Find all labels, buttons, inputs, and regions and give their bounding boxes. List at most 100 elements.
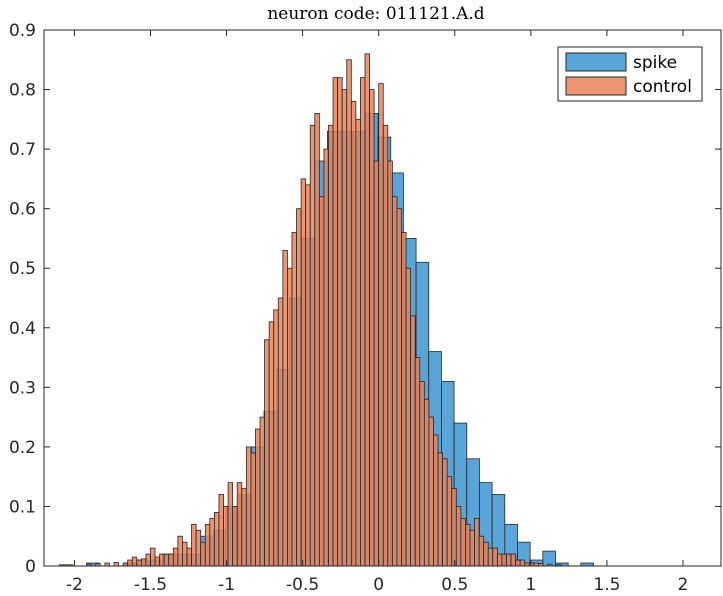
y-tick-label: 0 <box>25 557 36 577</box>
histogram-bar-control <box>273 309 279 567</box>
histogram-bar-control <box>268 321 275 567</box>
histogram-bar-control <box>168 553 174 567</box>
histogram-bar-control <box>163 553 170 567</box>
histogram-bar-control <box>296 208 302 567</box>
histogram-bar-control <box>428 416 434 567</box>
y-tick-label: 0.3 <box>9 378 36 398</box>
histogram-bar-control <box>332 77 339 567</box>
histogram-bar-control <box>346 59 352 567</box>
x-tick-label: -0.5 <box>286 575 319 595</box>
axes-box <box>43 29 722 567</box>
histogram-bar-spike <box>542 550 556 567</box>
histogram-bar-control <box>328 124 334 567</box>
y-tick-label: 0.7 <box>9 140 36 160</box>
histogram-bar-control <box>291 232 297 567</box>
histogram-bar-control <box>136 559 142 567</box>
y-tick-label: 0.9 <box>9 21 36 41</box>
histogram-bar-control <box>474 517 480 567</box>
y-tick-label: 0.2 <box>9 438 36 458</box>
histogram-bar-control <box>496 553 503 567</box>
histogram-bar-control <box>323 148 329 567</box>
legend: spike control <box>557 46 703 102</box>
histogram-bar-control <box>300 178 307 567</box>
y-tick-label: 0.5 <box>9 259 36 279</box>
histogram-bar-control <box>350 101 357 567</box>
histogram-bar-control <box>227 482 234 567</box>
histogram-bar-control <box>364 53 370 567</box>
x-tick-label: -2 <box>66 575 83 595</box>
histogram-bar-control <box>314 112 320 567</box>
legend-label-control: control <box>633 77 692 97</box>
histogram-bar-control <box>369 89 375 567</box>
chart-title: neuron code: 011121.A.d <box>267 4 484 24</box>
histogram-bar-control <box>378 83 384 567</box>
histogram-bar-control <box>492 547 498 567</box>
histogram-bar-control <box>442 458 448 567</box>
histogram-bar-control <box>510 553 517 567</box>
histogram-bar-control <box>287 267 293 567</box>
histogram-bar-control <box>446 476 453 567</box>
y-tick-label: 0.1 <box>9 497 36 517</box>
histogram-bar-control <box>433 434 439 567</box>
histogram-bar-control <box>483 541 489 567</box>
histogram-bar-control <box>506 553 512 567</box>
histogram-bar-control <box>223 506 229 567</box>
histogram-bar-control <box>200 541 206 567</box>
histogram-bar-control <box>465 523 471 567</box>
histogram-bar-control <box>360 77 366 567</box>
histogram-bar-control <box>515 559 521 567</box>
histogram-bar-control <box>487 547 494 567</box>
histogram-bar-control <box>159 553 165 567</box>
histogram-bar-control <box>191 523 197 567</box>
histogram-bar-control <box>387 160 393 567</box>
histogram-bar-control <box>140 558 147 567</box>
histogram-bar-control <box>250 452 256 567</box>
histogram-bar-control <box>264 339 270 567</box>
histogram-bar-control <box>182 541 188 567</box>
x-tick-label: 0 <box>373 575 384 595</box>
histogram-bar-control <box>186 547 192 567</box>
histogram-bar-control <box>478 535 485 567</box>
histogram-bar-control <box>145 553 151 567</box>
histogram-bar-control <box>455 506 462 567</box>
histogram-bar-control <box>318 196 325 567</box>
histogram-bar-control <box>423 398 430 567</box>
histogram-bar-control <box>236 482 243 567</box>
histogram-bar-control <box>501 553 507 567</box>
histogram-bar-control <box>195 529 202 567</box>
histogram-bar-control <box>218 494 224 567</box>
histogram-bar-control <box>245 446 252 567</box>
x-tick-label: 0.5 <box>441 575 468 595</box>
histogram-bar-control <box>259 416 265 567</box>
histogram-bar-control <box>341 89 348 567</box>
histogram-bar-control <box>373 160 380 567</box>
x-tick-label: 1 <box>525 575 536 595</box>
histogram-bar-control <box>309 124 316 567</box>
histogram-bar-control <box>241 488 247 567</box>
histogram-bar-control <box>460 517 466 567</box>
histogram-bar-control <box>451 488 457 567</box>
plot-area <box>58 53 594 567</box>
legend-swatch-spike <box>565 52 627 72</box>
histogram-bar-control <box>177 535 183 567</box>
legend-label-spike: spike <box>633 53 677 73</box>
histogram-bar-control <box>277 297 284 567</box>
histogram-bar-control <box>437 452 443 567</box>
histogram-bar-control <box>419 380 425 567</box>
histogram-bar-control <box>282 249 288 567</box>
histogram-bar-control <box>204 523 211 567</box>
x-tick-label: -1 <box>218 575 235 595</box>
histogram-bar-control <box>305 184 311 567</box>
histogram-bar-control <box>131 556 138 567</box>
axes: -2 -1.5 -1 -0.5 0 0.5 1 1.5 2 0 0.1 0.2 0.3 0.4 0.5 0.6… <box>9 21 722 595</box>
y-tick-label: 0.4 <box>9 319 36 339</box>
legend-swatch-control <box>565 76 627 96</box>
histogram-bar-control <box>405 267 412 567</box>
histogram-bar-control <box>519 559 526 567</box>
histogram-bar-control <box>337 77 343 567</box>
x-tick-label: -1.5 <box>134 575 167 595</box>
histogram-bar-control <box>113 562 119 567</box>
histogram-bar-control <box>127 559 133 567</box>
histogram-bar-control <box>414 357 421 567</box>
